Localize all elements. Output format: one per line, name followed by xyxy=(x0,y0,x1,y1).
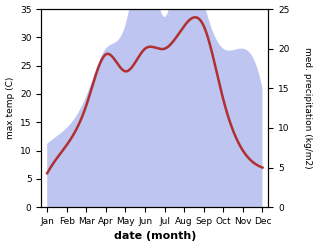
X-axis label: date (month): date (month) xyxy=(114,231,196,242)
Y-axis label: med. precipitation (kg/m2): med. precipitation (kg/m2) xyxy=(303,47,313,169)
Y-axis label: max temp (C): max temp (C) xyxy=(5,77,15,139)
